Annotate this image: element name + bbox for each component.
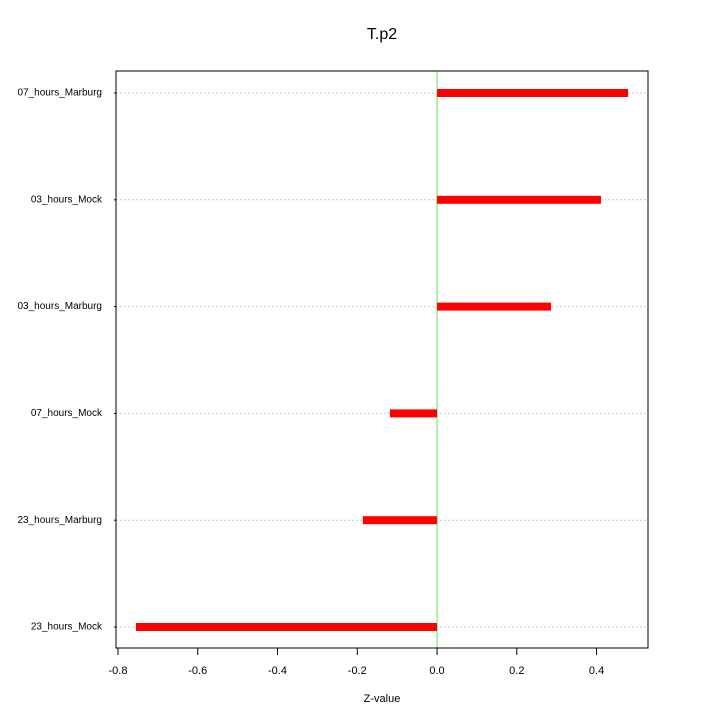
x-tick-label: -0.6 <box>188 665 207 677</box>
y-tick-label: 23_hours_Marburg <box>18 515 103 526</box>
x-axis-label: Z-value <box>364 693 401 705</box>
x-tick-label: 0.4 <box>589 665 604 677</box>
plot-frame <box>115 70 649 649</box>
bar <box>437 302 552 311</box>
y-tick-label: 07_hours_Mock <box>31 408 103 419</box>
x-tick-label: 0.0 <box>429 665 444 677</box>
bar <box>362 516 438 525</box>
y-tick-label: 07_hours_Marburg <box>18 88 103 99</box>
y-tick-label: 23_hours_Mock <box>31 622 103 633</box>
chart-title: T.p2 <box>367 26 397 43</box>
x-tick-label: -0.4 <box>268 665 287 677</box>
y-tick-label: 03_hours_Marburg <box>18 301 103 312</box>
bar <box>389 409 438 418</box>
x-tick-label: 0.2 <box>509 665 524 677</box>
bar <box>135 623 438 631</box>
y-tick-label: 03_hours_Mock <box>31 194 103 205</box>
x-tick-label: -0.2 <box>348 665 367 677</box>
x-tick-label: -0.8 <box>109 665 128 677</box>
bar <box>437 195 601 204</box>
bar <box>437 89 629 97</box>
